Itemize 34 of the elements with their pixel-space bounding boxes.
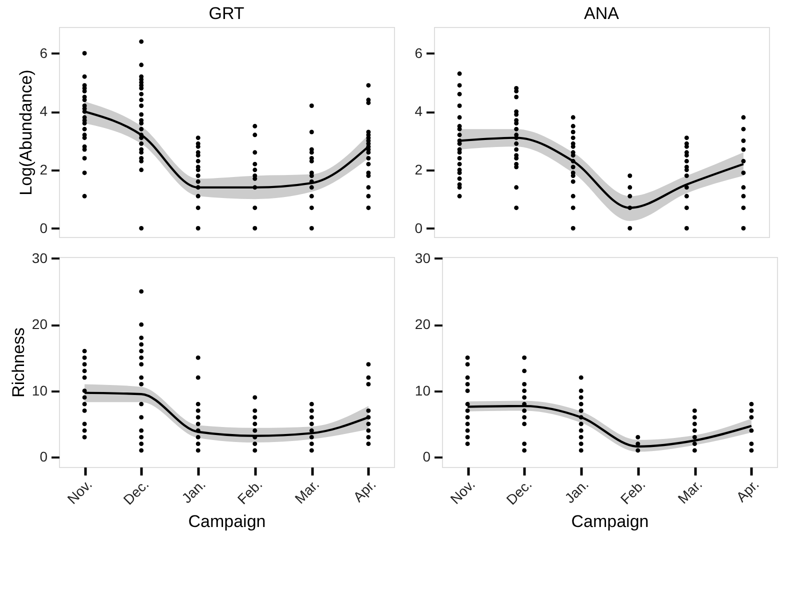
- y-tick-label: 6: [414, 44, 423, 61]
- y-axis-title: Log(Abundance): [16, 70, 36, 196]
- x-tick-label: Mar.: [292, 476, 322, 507]
- y-tick-label: 10: [32, 382, 48, 398]
- x-tick-label: Jan.: [178, 476, 209, 506]
- x-axis-title: Campaign: [188, 512, 266, 531]
- x-tick-label: Apr.: [732, 476, 762, 506]
- y-tick-label: 2: [414, 161, 423, 178]
- y-tick-label: 2: [40, 161, 48, 178]
- x-axis-title: Campaign: [571, 512, 649, 531]
- y-tick-label: 20: [414, 316, 431, 332]
- y-tick-label: 4: [40, 103, 48, 120]
- y-tick-label: 0: [40, 448, 48, 465]
- y-tick-label: 0: [40, 220, 48, 236]
- x-tick-label: Nov.: [64, 476, 95, 508]
- x-tick-label: Mar.: [674, 476, 706, 507]
- x-tick-label: Feb.: [617, 476, 648, 508]
- x-tick-label: Dec.: [120, 476, 152, 508]
- y-tick-label: 30: [32, 250, 48, 266]
- chart-title: GRT: [208, 4, 244, 23]
- y-tick-label: 0: [414, 220, 423, 236]
- y-tick-label: 4: [414, 103, 423, 120]
- y-tick-label: 6: [40, 44, 48, 61]
- y-tick-label: 30: [414, 250, 431, 266]
- y-axis-title: Richness: [8, 328, 28, 398]
- x-tick-label: Nov.: [447, 476, 478, 508]
- y-tick-label: 10: [414, 382, 431, 398]
- y-tick-label: 20: [32, 316, 48, 332]
- y-tick-label: 0: [422, 448, 431, 465]
- x-tick-label: Jan.: [561, 476, 592, 506]
- x-tick-label: Dec.: [503, 476, 535, 508]
- chart-title: ANA: [584, 4, 620, 23]
- x-tick-label: Feb.: [234, 476, 266, 508]
- x-tick-label: Apr.: [350, 476, 379, 506]
